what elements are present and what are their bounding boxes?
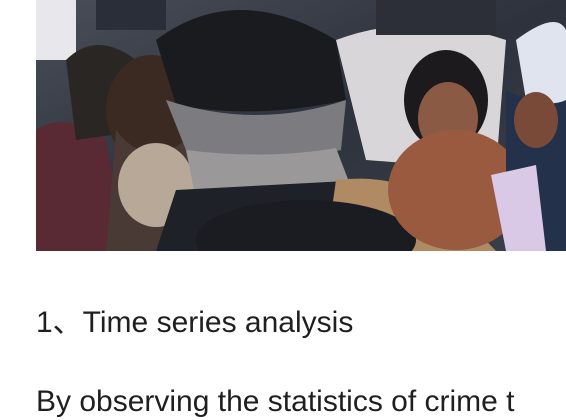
body-paragraph: By observing the statistics of crime t [36,385,515,418]
section-heading: 1、Time series analysis [36,306,354,339]
crowd-photo [36,0,566,251]
article-photo [36,0,566,251]
